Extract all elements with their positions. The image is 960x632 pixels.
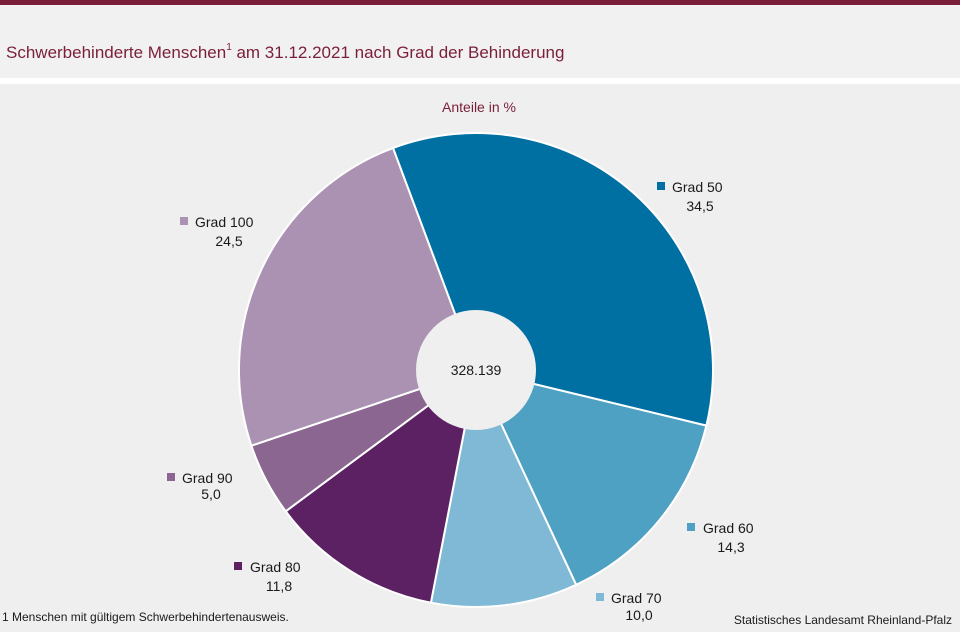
slice-name-label: Grad 90 <box>182 470 233 486</box>
slice-value-label: 10,0 <box>625 607 652 623</box>
slice-value-label: 24,5 <box>215 233 242 249</box>
chart-title-main: Schwerbehinderte Menschen <box>6 43 227 62</box>
pie-slice-grad-80 <box>284 367 478 604</box>
chart-title-rest: am 31.12.2021 nach Grad der Behinderung <box>231 43 565 62</box>
slice-value-label: 34,5 <box>686 198 713 214</box>
slice-value-label: 14,3 <box>717 539 744 555</box>
slice-name-label: Grad 70 <box>611 590 662 606</box>
pie-slice-grad-60 <box>474 368 708 587</box>
header: Schwerbehinderte Menschen1 am 31.12.2021… <box>0 5 960 81</box>
top-accent-bar <box>0 0 960 5</box>
source-note: Statistisches Landesamt Rheinland-Pfalz <box>733 613 952 627</box>
footnote: 1 Menschen mit gültigem Schwerbehinderte… <box>2 610 289 624</box>
slice-value-label: 11,8 <box>266 578 292 594</box>
slice-name-label: Grad 80 <box>250 559 301 575</box>
legend-swatch-grad-100 <box>180 217 188 225</box>
center-hole <box>416 310 536 430</box>
slice-name-label: Grad 100 <box>195 214 254 230</box>
center-total-label: 328.139 <box>451 362 502 378</box>
slices-group <box>238 132 714 608</box>
slice-name-label: Grad 60 <box>703 520 754 536</box>
chart-title-footnote-mark: 1 <box>226 42 232 54</box>
legend-swatch-grad-60 <box>687 523 695 531</box>
slice-value-label: 5,0 <box>201 486 221 502</box>
slice-name-label: Grad 50 <box>672 179 723 195</box>
legend-swatch-grad-50 <box>657 182 665 190</box>
legend-swatch-grad-80 <box>234 562 242 570</box>
legend-swatch-grad-90 <box>167 473 175 481</box>
legend-swatch-grad-70 <box>596 593 604 601</box>
chart-title: Schwerbehinderte Menschen1 am 31.12.2021… <box>6 42 565 63</box>
separator <box>0 78 960 84</box>
chart-subtitle: Anteile in % <box>442 99 516 115</box>
